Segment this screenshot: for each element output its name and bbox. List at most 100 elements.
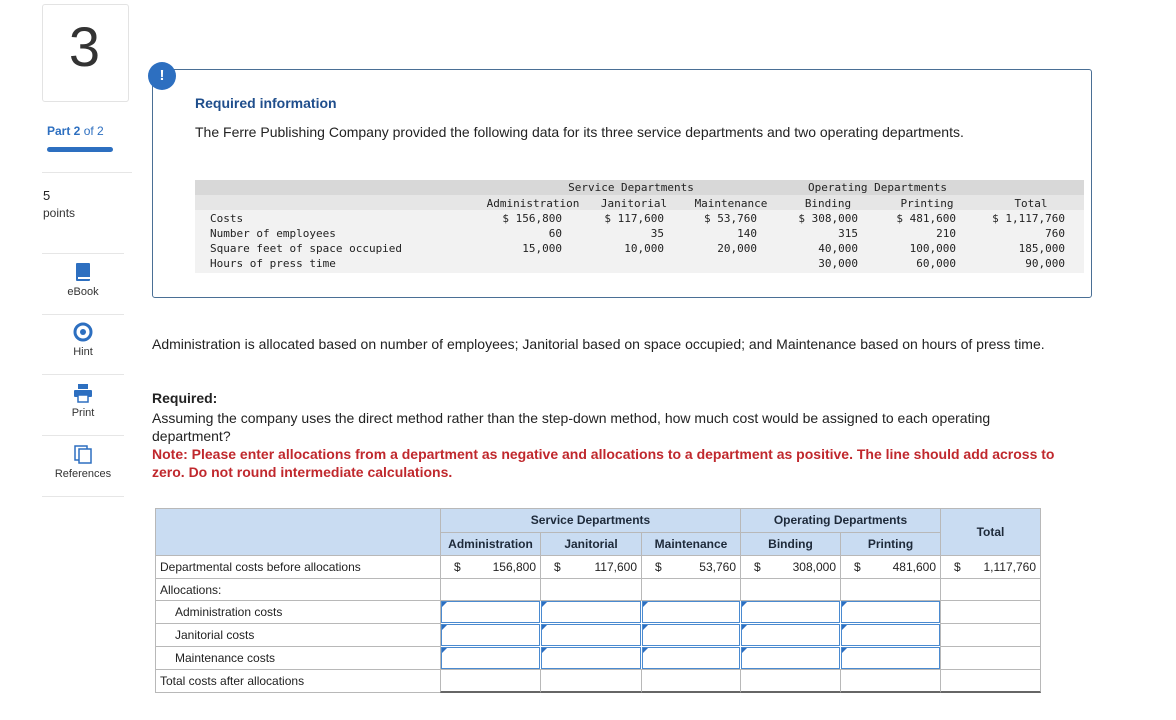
table-cell: 35 xyxy=(650,227,664,240)
empty-cell xyxy=(840,578,941,601)
empty-cell xyxy=(940,623,1041,647)
column-header: Maintenance xyxy=(641,532,741,556)
currency: $ xyxy=(854,560,861,574)
table-cell: $ 481,600 xyxy=(896,212,956,225)
column-header: Total xyxy=(940,508,1041,556)
table-cell: $ 156,800 xyxy=(502,212,562,225)
info-title: Required information xyxy=(195,95,337,111)
table-cell: 210 xyxy=(936,227,956,240)
header-blank xyxy=(155,508,441,556)
info-box xyxy=(152,69,1092,298)
table-cell: 100,000 xyxy=(909,242,956,255)
input-cell[interactable] xyxy=(841,624,940,646)
column-header: Administration xyxy=(486,197,580,210)
column-header: Binding xyxy=(740,532,841,556)
tool-label: Print xyxy=(71,407,95,419)
empty-cell xyxy=(940,600,1041,624)
column-header: Printing xyxy=(900,197,954,210)
info-badge: ! xyxy=(148,62,176,90)
empty-cell xyxy=(940,646,1041,670)
table-cell: 760 xyxy=(1045,227,1065,240)
input-cell[interactable] xyxy=(642,601,740,623)
group-header: Operating Departments xyxy=(740,508,941,533)
row-label: Administration costs xyxy=(155,600,441,624)
row-label: Janitorial costs xyxy=(155,623,441,647)
empty-cell xyxy=(641,578,741,601)
input-cell[interactable] xyxy=(541,624,641,646)
input-cell[interactable] xyxy=(741,601,840,623)
data-table-body-bg xyxy=(195,210,1084,273)
input-cell[interactable] xyxy=(741,647,840,669)
points-label: points xyxy=(43,206,76,220)
row-label: Square feet of space occupied xyxy=(210,242,403,255)
column-header: Total xyxy=(1014,197,1048,210)
row-label: Number of employees xyxy=(210,227,336,240)
note: Note: Please enter allocations from a de… xyxy=(152,446,1055,480)
group-header: Operating Departments xyxy=(807,181,948,194)
part-of: of 2 xyxy=(83,124,104,138)
part-label: Part 2 xyxy=(47,124,81,138)
empty-cell xyxy=(440,578,541,601)
amount: 156,800 xyxy=(492,560,536,574)
tool-button[interactable]: eBook xyxy=(42,253,124,315)
table-cell: 185,000 xyxy=(1018,242,1065,255)
table-cell: 140 xyxy=(737,227,757,240)
currency: $ xyxy=(554,560,561,574)
part-indicator: Part 2 of 2 xyxy=(47,124,104,138)
column-header: Janitorial xyxy=(600,197,668,210)
tool-button[interactable]: References xyxy=(42,436,124,497)
currency: $ xyxy=(655,560,662,574)
value-cell: $481,600 xyxy=(840,555,941,579)
value-cell: $308,000 xyxy=(740,555,841,579)
input-cell[interactable] xyxy=(841,647,940,669)
data-table-header-bg xyxy=(195,180,1084,195)
input-cell[interactable] xyxy=(841,601,940,623)
empty-cell xyxy=(540,578,642,601)
table-cell: 90,000 xyxy=(1025,257,1065,270)
question: Assuming the company uses the direct met… xyxy=(152,410,991,444)
input-cell[interactable] xyxy=(642,647,740,669)
row-label: Departmental costs before allocations xyxy=(155,555,441,579)
table-cell: 15,000 xyxy=(522,242,562,255)
divider xyxy=(42,172,132,173)
currency: $ xyxy=(954,560,961,574)
row-label: Hours of press time xyxy=(210,257,336,270)
input-cell[interactable] xyxy=(642,624,740,646)
column-header: Maintenance xyxy=(694,197,768,210)
allocation-text: Administration is allocated based on num… xyxy=(152,336,1045,352)
input-cell[interactable] xyxy=(741,624,840,646)
amount: 53,760 xyxy=(699,560,736,574)
tool-label: Hint xyxy=(73,346,93,358)
amount: 117,600 xyxy=(594,560,638,574)
row-label: Total costs after allocations xyxy=(155,669,441,693)
empty-cell xyxy=(840,669,941,693)
amount: 481,600 xyxy=(892,560,936,574)
input-cell[interactable] xyxy=(441,647,540,669)
tool-button[interactable]: Hint xyxy=(42,314,124,375)
input-cell[interactable] xyxy=(541,601,641,623)
input-cell[interactable] xyxy=(441,624,540,646)
table-cell: 10,000 xyxy=(624,242,664,255)
value-cell: $156,800 xyxy=(440,555,541,579)
progress-bar xyxy=(47,147,113,152)
table-cell: 40,000 xyxy=(818,242,858,255)
column-header: Printing xyxy=(840,532,941,556)
input-cell[interactable] xyxy=(541,647,641,669)
input-cell[interactable] xyxy=(441,601,540,623)
info-text: The Ferre Publishing Company provided th… xyxy=(195,124,964,140)
tool-icon xyxy=(42,322,124,342)
tool-button[interactable]: Print xyxy=(42,375,124,436)
table-cell: 60,000 xyxy=(916,257,956,270)
tool-icon xyxy=(42,383,124,403)
row-label: Allocations: xyxy=(155,578,441,601)
table-cell: 60 xyxy=(548,227,562,240)
tool-label: References xyxy=(54,468,112,480)
question-number-box xyxy=(42,4,129,102)
data-table-header-bg xyxy=(195,195,1084,210)
empty-cell xyxy=(740,578,841,601)
table-cell: $ 1,117,760 xyxy=(992,212,1065,225)
tool-icon xyxy=(42,262,124,282)
currency: $ xyxy=(754,560,761,574)
group-header: Service Departments xyxy=(568,181,694,194)
